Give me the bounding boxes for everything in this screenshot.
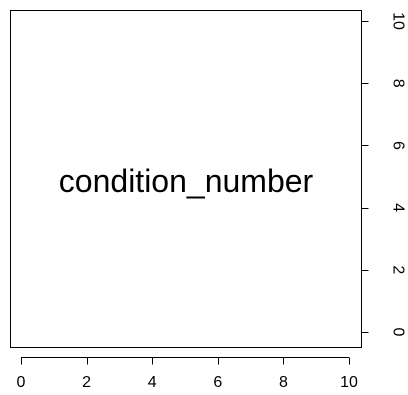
y-tick-label: 10 — [390, 12, 407, 30]
plot-area-border — [10, 10, 362, 348]
x-tick-label: 4 — [148, 374, 157, 391]
x-axis: 0 2 4 6 8 10 — [17, 357, 358, 391]
x-tick-label: 2 — [82, 374, 91, 391]
y-tick-label: 2 — [390, 265, 407, 274]
y-tick-label: 6 — [390, 141, 407, 150]
center-label: condition_number — [59, 163, 314, 199]
y-axis: 0 2 4 6 8 10 — [361, 12, 407, 337]
x-tick-label: 8 — [279, 374, 288, 391]
y-tick-label: 0 — [390, 328, 407, 337]
x-tick-label: 0 — [17, 374, 26, 391]
x-tick-label: 10 — [340, 374, 358, 391]
y-tick-label: 4 — [390, 203, 407, 212]
x-tick-label: 6 — [213, 374, 222, 391]
y-tick-label: 8 — [390, 79, 407, 88]
